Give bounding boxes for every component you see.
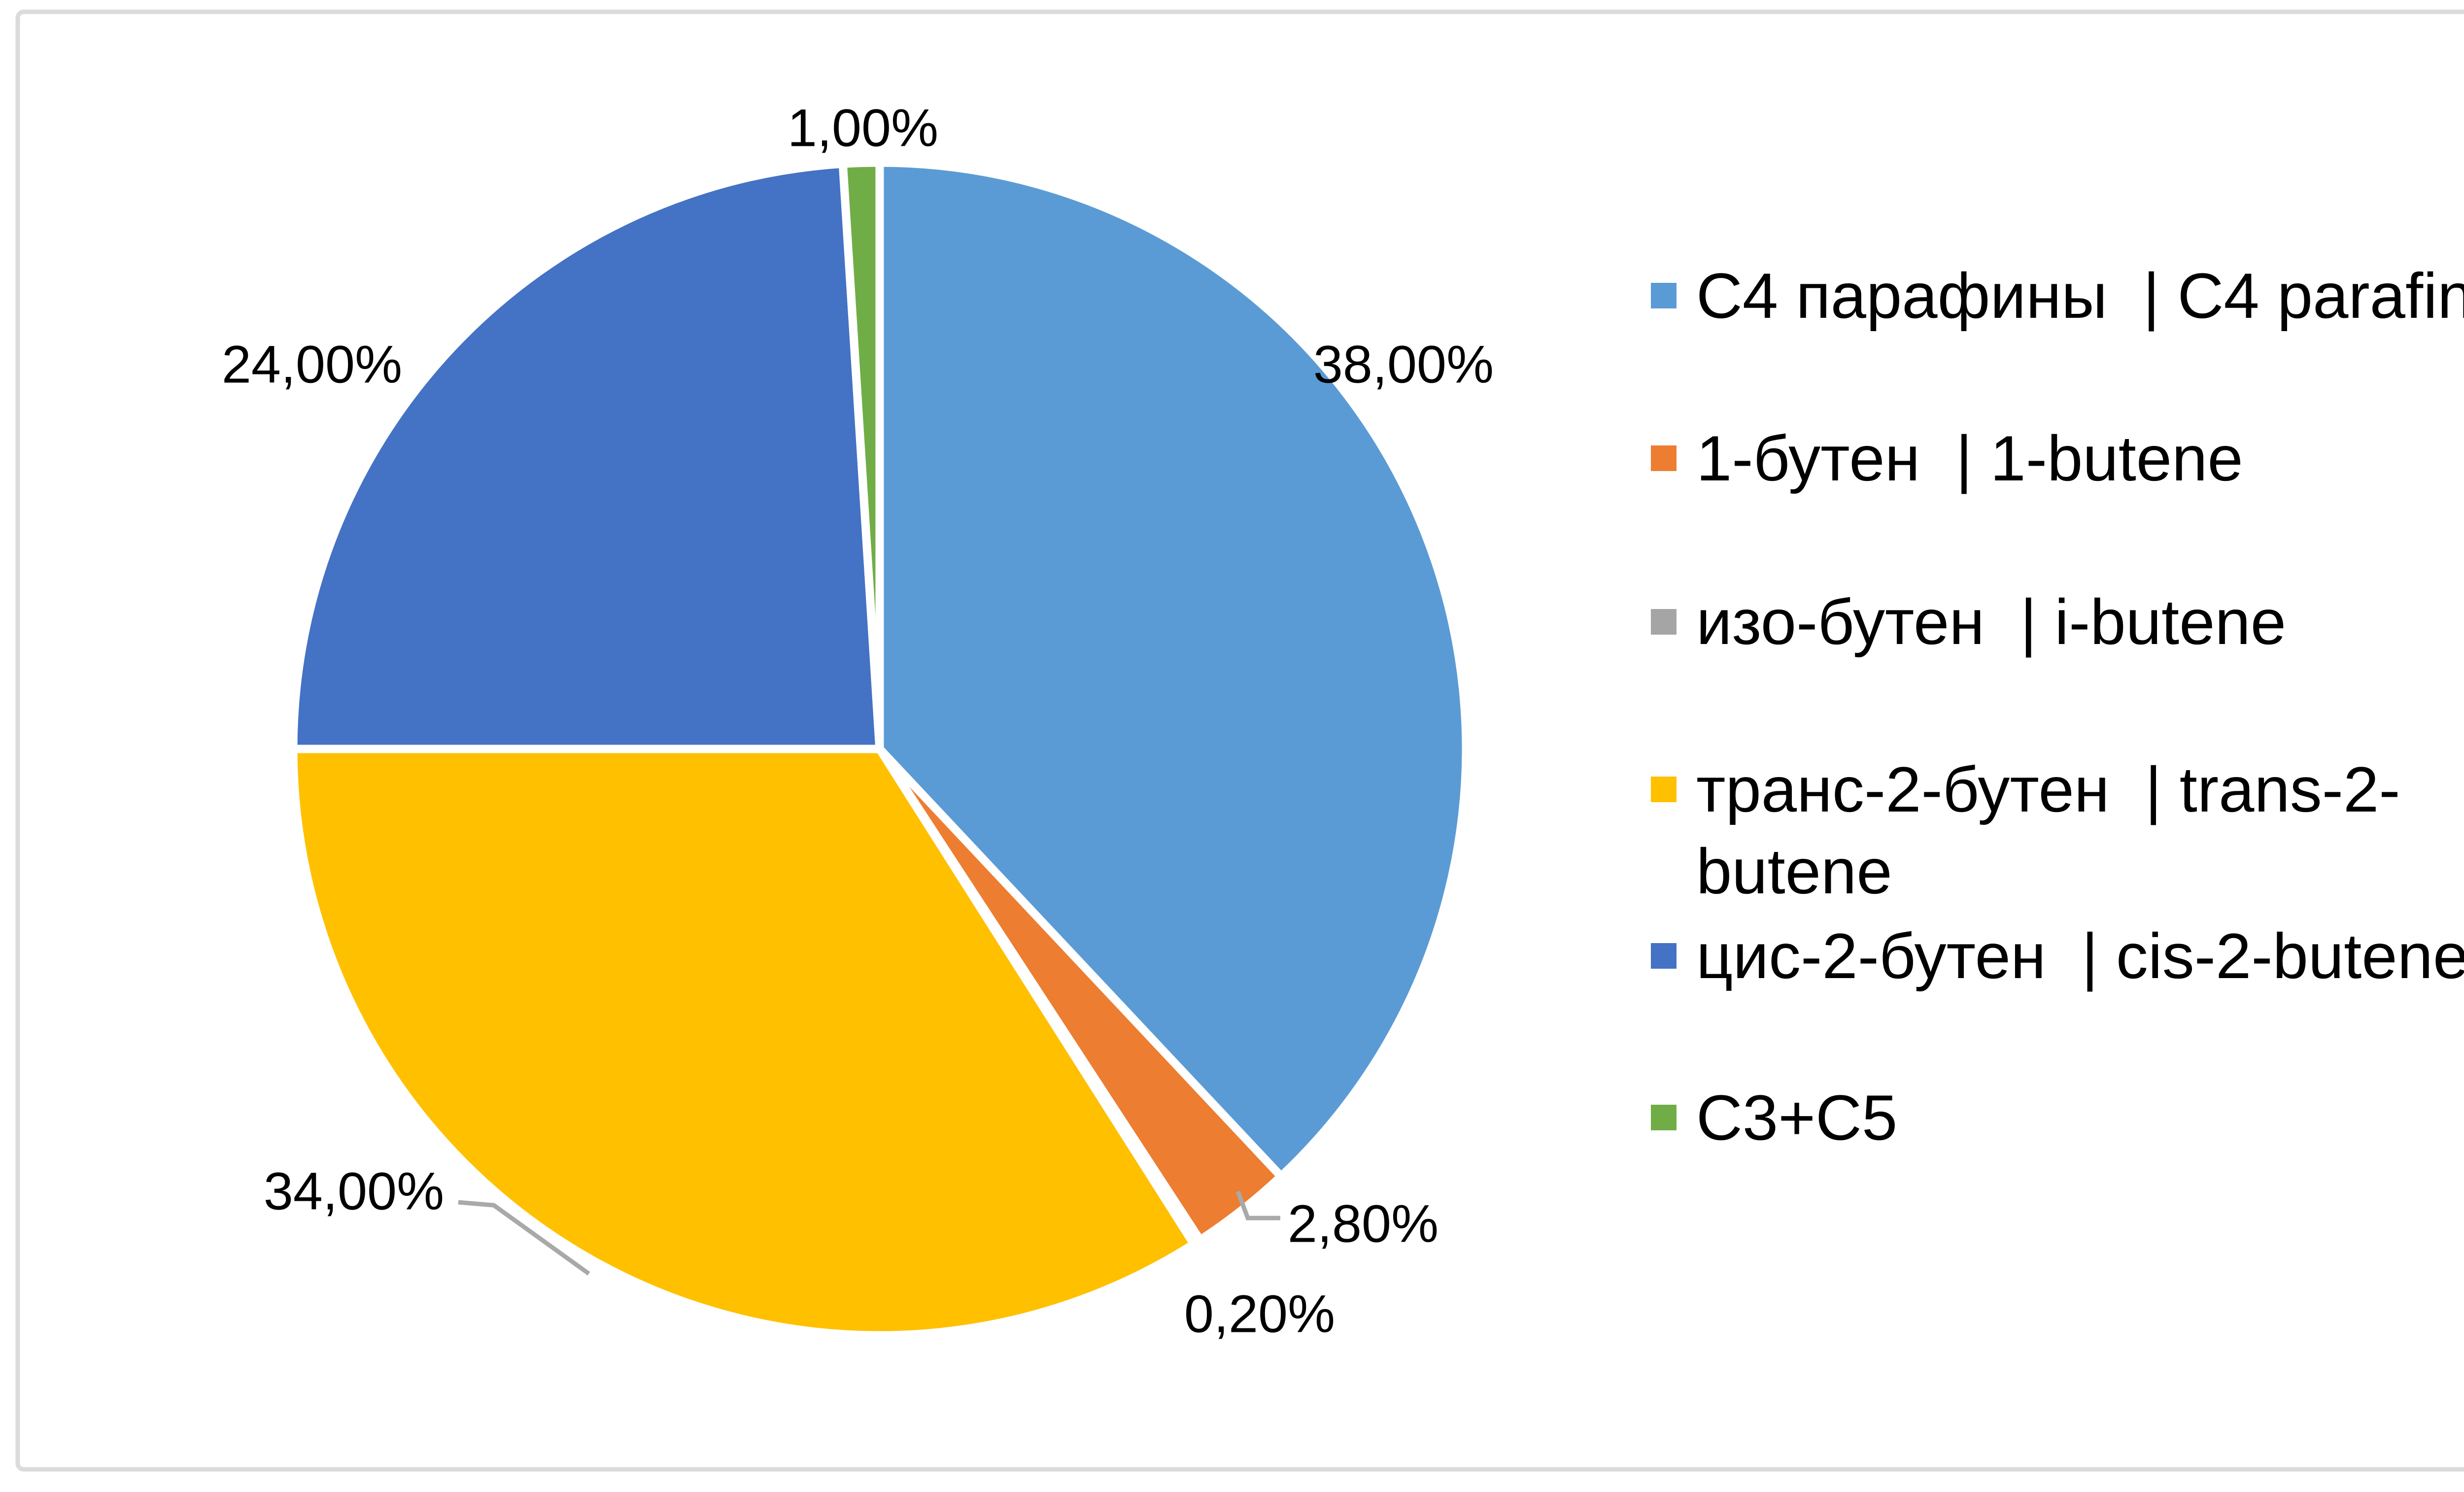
legend-label-c4-paraffins: C4 парафины | C4 parafine xyxy=(1696,260,2464,332)
legend-item-c4-paraffins: C4 парафины | C4 parafine xyxy=(1651,260,2464,332)
pie-slice-cis-2-butene xyxy=(289,159,884,753)
legend-item-trans-2-butene: транс-2-бутен | trans-2- butene xyxy=(1651,753,2400,907)
legend-label-c3-c5: C3+C5 xyxy=(1696,1082,1897,1153)
slice-label-cis-2-butene: 24,00% xyxy=(222,335,402,394)
slice-label-trans-2-butene: 34,00% xyxy=(264,1161,444,1221)
legend-item-c3-c5: C3+C5 xyxy=(1651,1082,1897,1153)
legend-marker-i-butene xyxy=(1651,609,1677,635)
legend-marker-1-butene xyxy=(1651,445,1677,471)
slice-label-c4-paraffins: 38,00% xyxy=(1313,335,1494,394)
legend-label-1-butene: 1-бутен | 1-butene xyxy=(1696,422,2243,494)
pie-slice-trans-2-butene xyxy=(289,745,1198,1340)
legend-label-trans-2-butene: транс-2-бутен | trans-2- xyxy=(1696,753,2400,825)
legend-item-cis-2-butene: цис-2-бутен | cis-2-butene xyxy=(1651,920,2464,992)
label-leader-lines xyxy=(458,1190,1280,1276)
pie-slice-c3-c5 xyxy=(838,158,884,753)
slice-label-1-butene: 2,80% xyxy=(1288,1194,1438,1254)
legend-marker-c3-c5 xyxy=(1651,1105,1677,1130)
slice-label-c3-c5: 1,00% xyxy=(787,98,938,158)
pie-slice-c4-paraffins xyxy=(875,158,1471,1181)
chart-frame-border xyxy=(15,9,2464,1472)
legend-label-cis-2-butene: цис-2-бутен | cis-2-butene xyxy=(1696,920,2464,992)
legend-marker-cis-2-butene xyxy=(1651,943,1677,969)
legend-marker-c4-paraffins xyxy=(1651,283,1677,308)
legend-label-trans-2-butene-line2: butene xyxy=(1696,835,1892,907)
pie-slices xyxy=(289,158,1471,1340)
legend-marker-trans-2-butene xyxy=(1651,777,1677,802)
legend-item-1-butene: 1-бутен | 1-butene xyxy=(1651,422,2243,494)
slice-label-i-butene: 0,20% xyxy=(1184,1284,1335,1344)
slice-data-labels: 38,00% 2,80% 0,20% 34,00% 24,00% 1,00% xyxy=(222,98,1494,1344)
leader-line-1-butene xyxy=(1235,1190,1280,1221)
legend-label-i-butene: изо-бутен | i-butene xyxy=(1696,586,2286,658)
chart-legend: C4 парафины | C4 parafine 1-бутен | 1-but… xyxy=(1651,260,2464,1153)
legend-item-i-butene: изо-бутен | i-butene xyxy=(1651,586,2286,658)
leader-line-trans-2-butene xyxy=(458,1200,590,1276)
